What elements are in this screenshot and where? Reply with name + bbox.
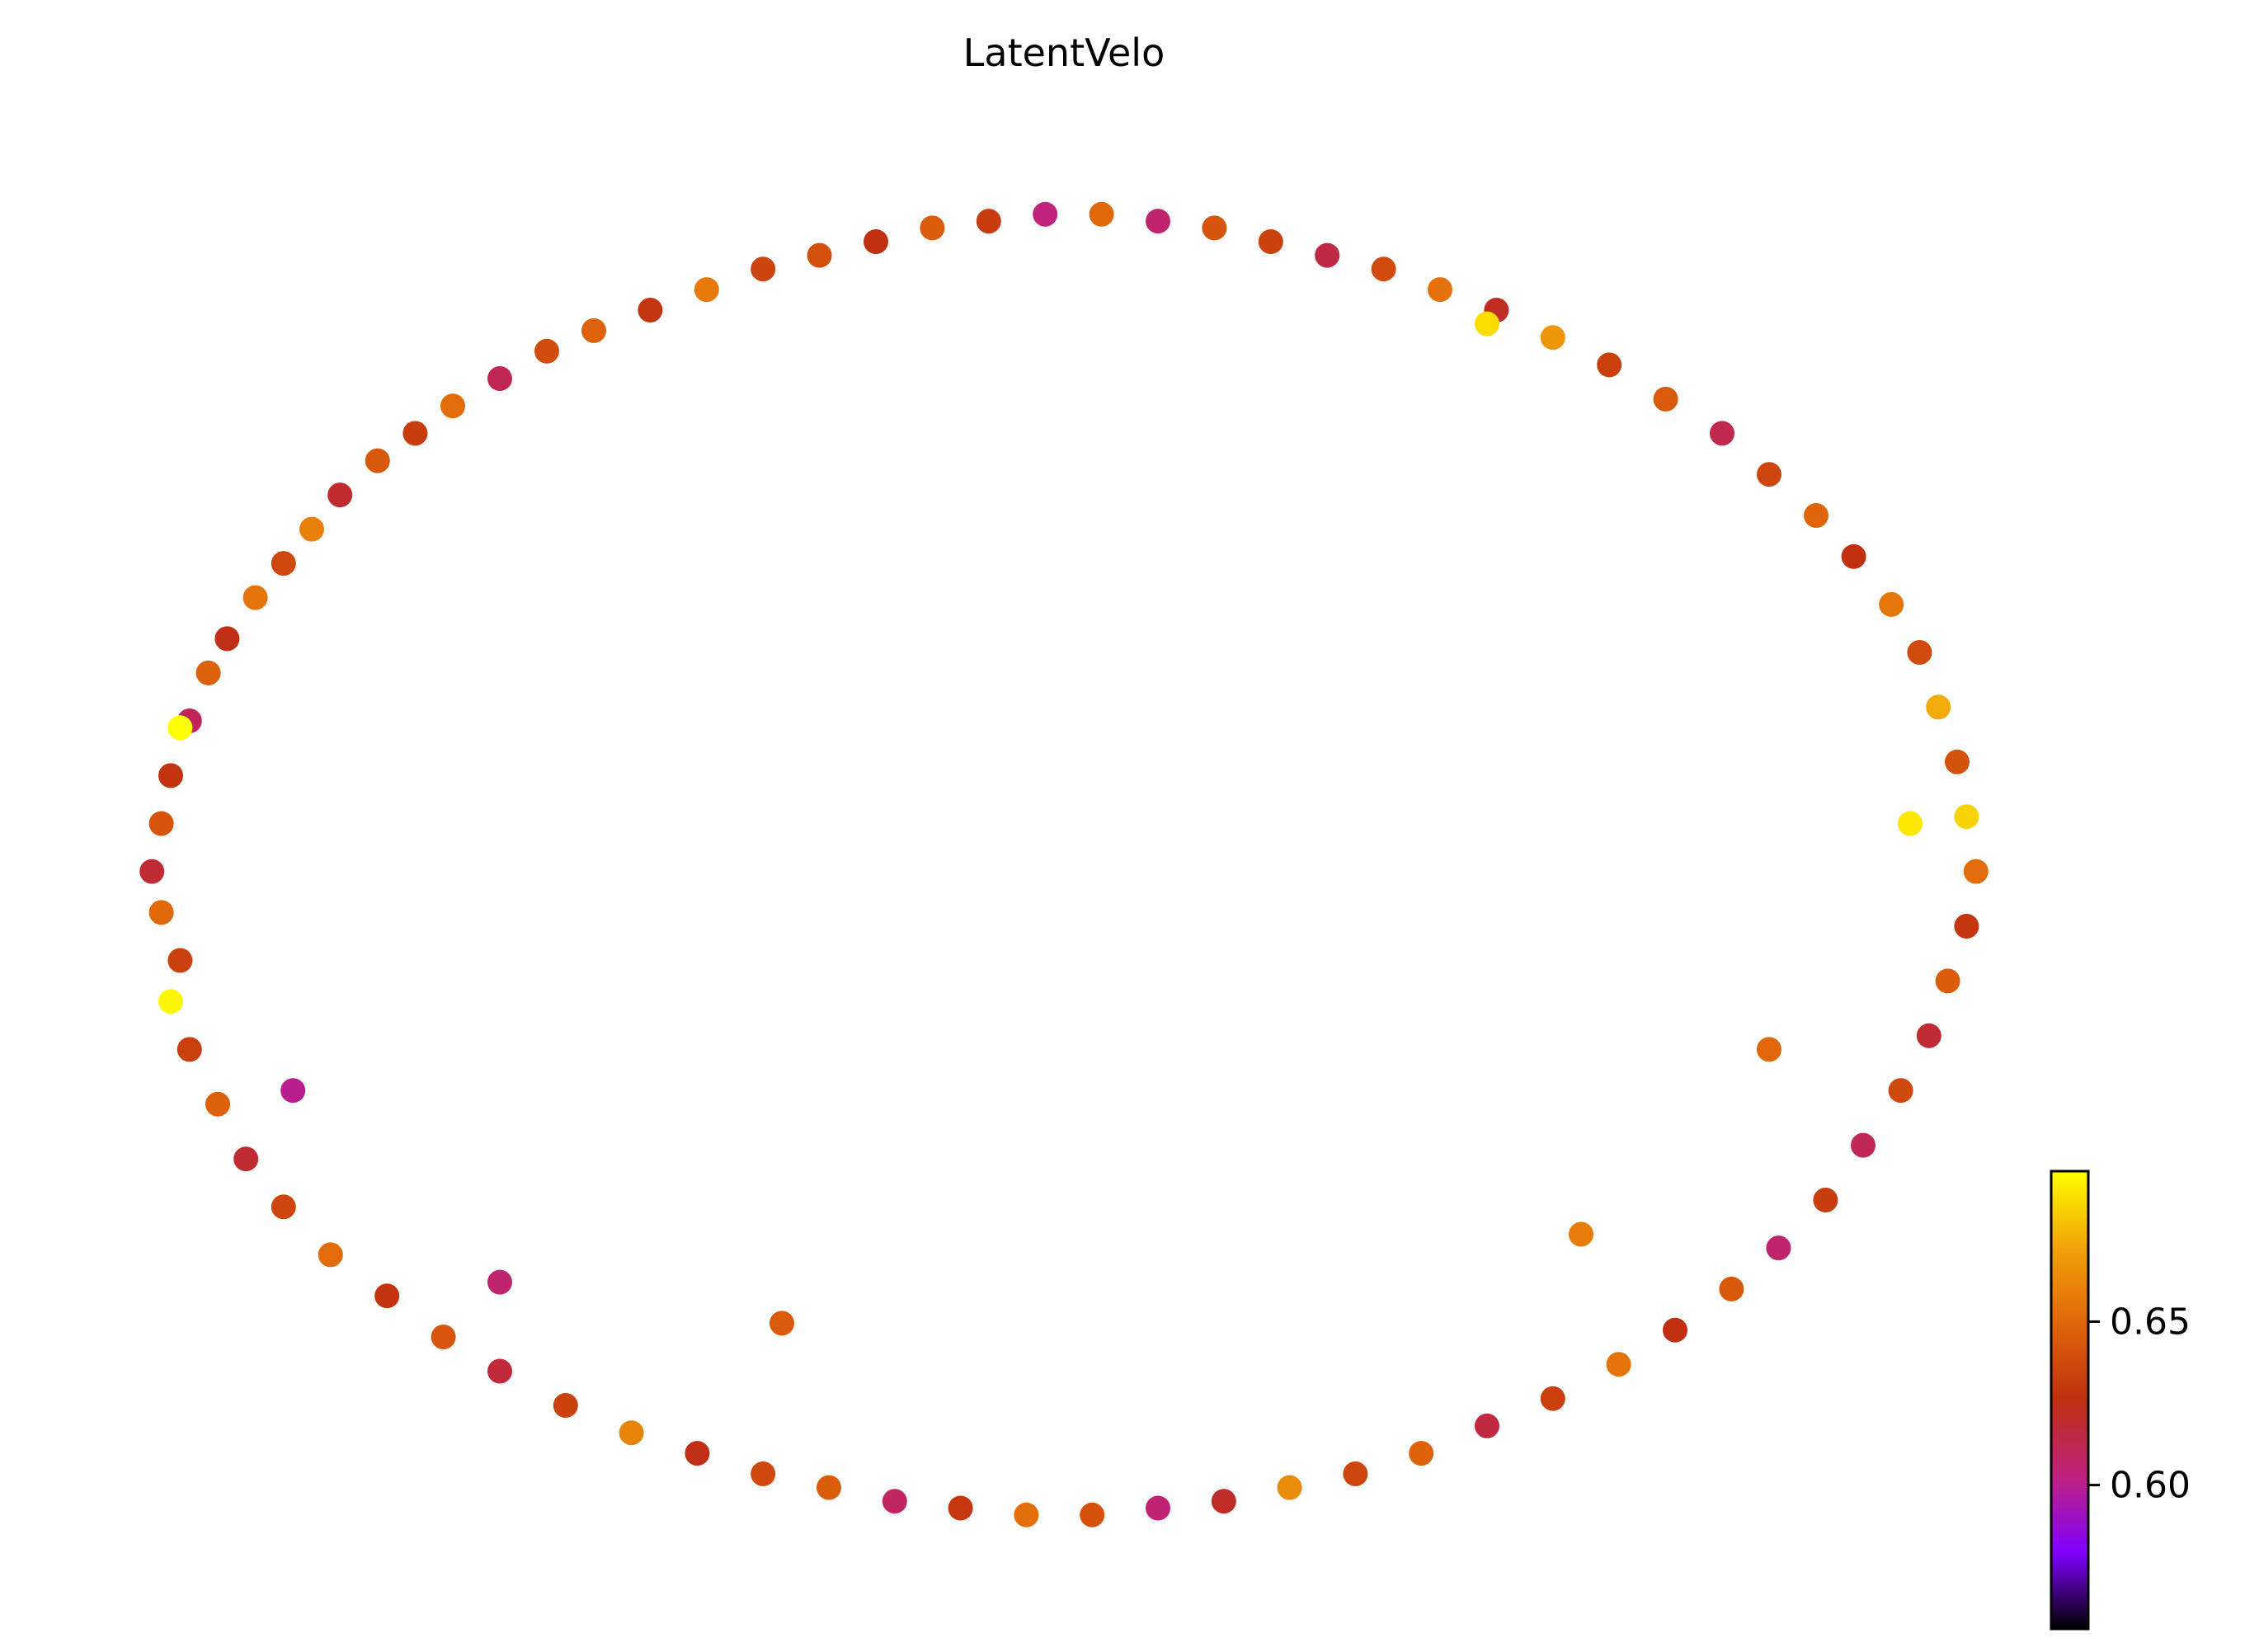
scatter-point-24 (976, 209, 1001, 234)
scatter-point-59 (1409, 1441, 1434, 1466)
scatter-point-51 (1851, 1132, 1876, 1158)
scatter-point-46 (1963, 859, 1988, 884)
scatter-point-19 (694, 277, 719, 303)
scatter-point-82 (167, 715, 193, 741)
scatter-point-61 (1277, 1475, 1302, 1500)
scatter-point-79 (205, 1091, 230, 1117)
scatter-point-55 (1663, 1317, 1687, 1343)
scatter-point-7 (214, 626, 240, 652)
scatter-point-14 (440, 393, 465, 419)
scatter-point-3 (148, 900, 174, 925)
scatter-point-74 (431, 1325, 456, 1349)
scatter-point-18 (638, 298, 663, 322)
scatter-point-78 (233, 1146, 259, 1172)
scatter-point-49 (1916, 1023, 1941, 1048)
colorbar-ticks: 0.60 0.65 (2088, 1301, 2191, 1507)
scatter-point-8 (242, 585, 268, 610)
scatter-point-86 (770, 1311, 794, 1336)
scatter-point-43 (1926, 694, 1951, 720)
scatter-point-25 (1033, 201, 1058, 227)
scatter-point-68 (817, 1475, 841, 1500)
scatter-point-26 (1089, 201, 1114, 227)
scatter-point-1 (148, 811, 174, 836)
colorbar-tick-label-1: 0.65 (2110, 1301, 2191, 1343)
scatter-point-42 (1907, 640, 1932, 665)
scatter-point-73 (487, 1358, 512, 1384)
scatter-point-89 (280, 1078, 306, 1104)
scatter-point-9 (271, 551, 296, 577)
scatter-point-45 (1954, 804, 1979, 830)
scatter-point-77 (271, 1194, 296, 1220)
scatter-point-39 (1804, 503, 1828, 528)
scatter-point-12 (365, 448, 390, 473)
scatter-point-53 (1766, 1235, 1791, 1261)
scatter-point-58 (1475, 1413, 1499, 1438)
scatter-point-21 (807, 242, 832, 268)
scatter-point-6 (195, 660, 221, 685)
scatter-point-72 (553, 1393, 578, 1418)
scatter-point-2 (139, 859, 165, 884)
scatter-point-34 (1540, 325, 1565, 351)
scatter-points (139, 201, 1988, 1527)
scatter-point-64 (1080, 1502, 1105, 1527)
scatter-point-16 (534, 338, 559, 364)
scatter-point-35 (1597, 352, 1622, 378)
scatter-point-75 (374, 1283, 400, 1309)
scatter-point-70 (685, 1441, 710, 1466)
scatter-point-87 (1569, 1221, 1593, 1247)
scatter-point-66 (948, 1495, 973, 1521)
scatter-point-80 (176, 1037, 202, 1062)
scatter-point-30 (1315, 242, 1340, 268)
scatter-point-48 (1935, 968, 1960, 994)
scatter-point-0 (158, 763, 183, 788)
scatter-point-88 (1757, 1037, 1781, 1062)
scatter-point-83 (1898, 811, 1923, 836)
scatter-point-57 (1540, 1386, 1565, 1411)
scatter-point-50 (1888, 1078, 1913, 1104)
scatter-point-11 (327, 482, 353, 508)
scatter-point-32 (1428, 277, 1452, 303)
scatter-point-10 (299, 516, 324, 542)
scatter-point-4 (167, 948, 193, 973)
scatter-point-63 (1146, 1495, 1170, 1521)
scatter-point-69 (751, 1461, 776, 1486)
scatter-point-41 (1879, 591, 1904, 617)
scatter-point-47 (1954, 914, 1979, 939)
scatter-point-40 (1841, 544, 1866, 569)
scatter-point-71 (619, 1420, 644, 1446)
scatter-point-17 (581, 318, 606, 343)
scatter-point-27 (1146, 209, 1170, 234)
scatter-point-60 (1343, 1461, 1368, 1486)
scatter-point-44 (1945, 749, 1970, 774)
scatter-point-76 (318, 1242, 343, 1268)
scatter-point-54 (1719, 1276, 1744, 1301)
chart-title: LatentVelo (963, 31, 1165, 75)
scatter-point-84 (1475, 311, 1499, 337)
scatter-point-31 (1371, 257, 1396, 282)
scatter-point-81 (158, 989, 183, 1014)
colorbar-gradient-bar (2050, 1170, 2090, 1631)
scatter-point-52 (1813, 1188, 1838, 1212)
scatter-point-62 (1211, 1489, 1236, 1514)
scatter-point-65 (1014, 1502, 1039, 1527)
scatter-point-36 (1653, 386, 1678, 412)
scatter-point-13 (402, 421, 428, 446)
scatter-point-28 (1202, 215, 1227, 241)
colorbar: 0.60 0.65 (2050, 1170, 2191, 1631)
scatter-point-67 (882, 1489, 907, 1514)
scatter-point-20 (751, 257, 776, 282)
scatter-point-56 (1606, 1352, 1631, 1377)
scatter-point-85 (487, 1269, 512, 1295)
scatter-point-15 (487, 366, 512, 391)
scatter-point-37 (1710, 421, 1734, 446)
scatter-point-23 (920, 215, 945, 241)
scatter-point-22 (864, 229, 888, 254)
colorbar-tick-label-0: 0.60 (2110, 1465, 2191, 1507)
scatter-point-38 (1757, 462, 1781, 487)
scatter-point-29 (1258, 229, 1283, 254)
